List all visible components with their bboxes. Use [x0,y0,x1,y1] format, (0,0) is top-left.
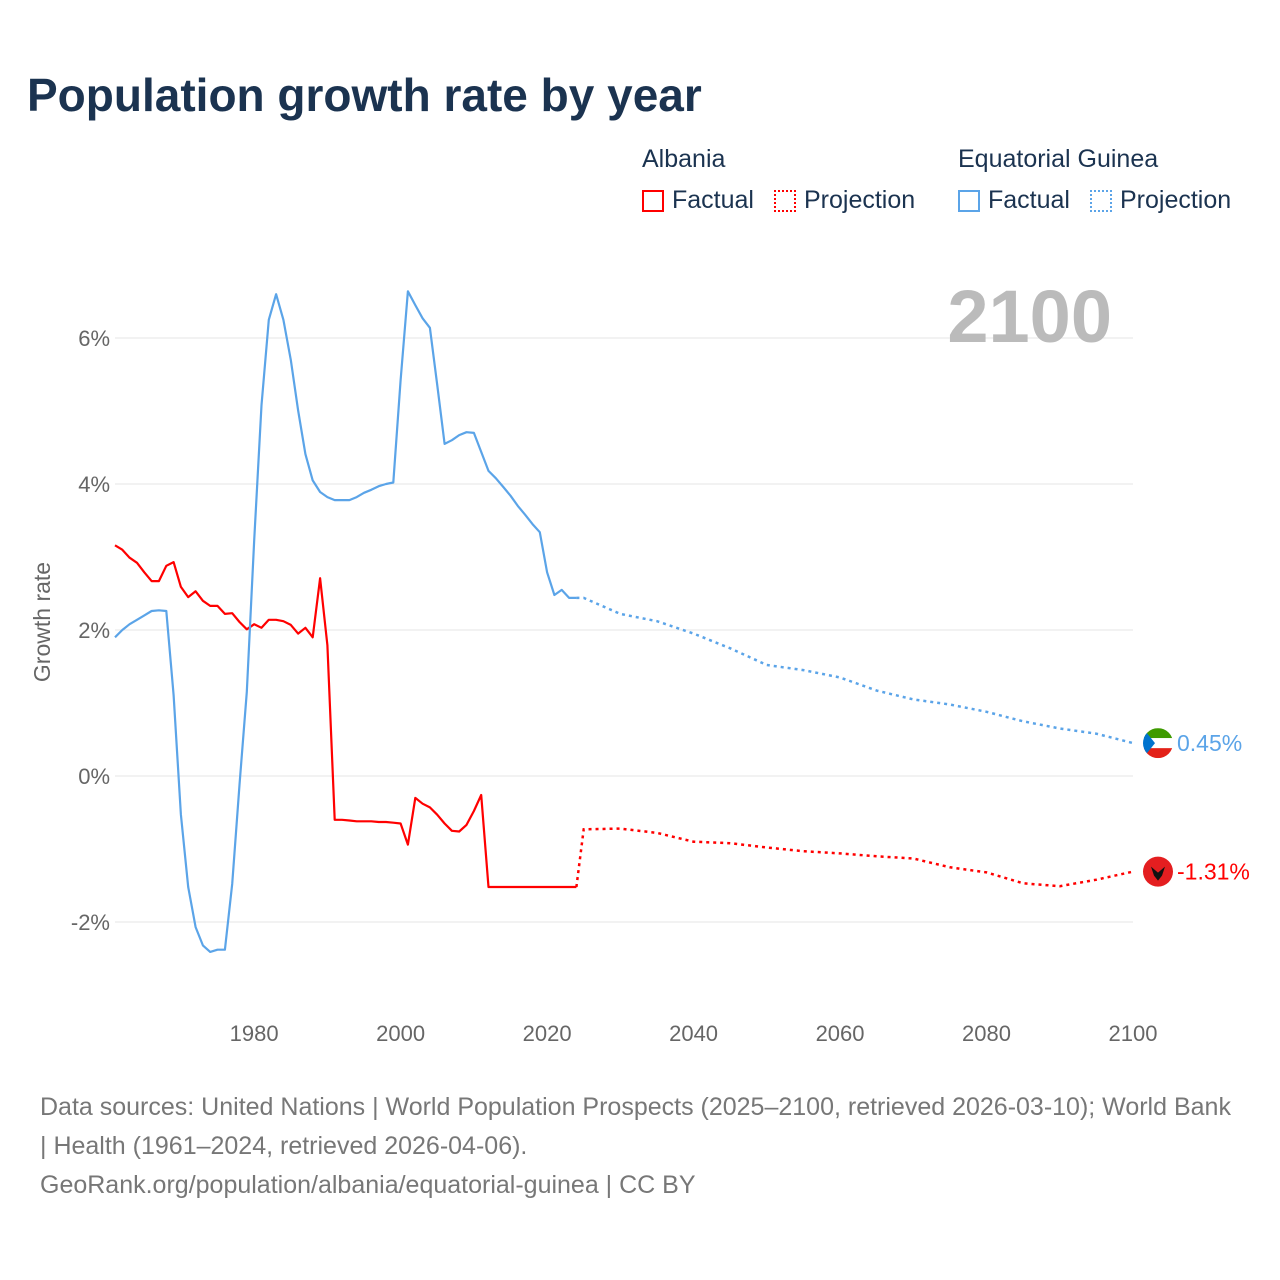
x-tick-label: 2060 [816,1021,865,1046]
legend-swatch-solid [958,189,980,212]
x-tick-label: 2020 [523,1021,572,1046]
y-tick-label: -2% [71,910,110,935]
y-tick-label: 4% [78,472,110,497]
y-tick-label: 6% [78,326,110,351]
year-watermark: 2100 [947,275,1112,358]
x-tick-label: 2080 [962,1021,1011,1046]
equatorial_guinea-projection-line [576,596,1134,745]
equatorial_guinea-factual-line [114,290,577,953]
legend-label: Projection [803,186,916,214]
equatorial_guinea-end-label: 0.45% [1177,730,1242,756]
legend-item-eg-factual[interactable]: Factual [958,186,1070,215]
legend-label: Factual [988,186,1070,214]
legend-group-equatorial-guinea: Equatorial Guinea Factual Projection [958,145,1245,215]
legend-item-albania-factual[interactable]: Factual [642,186,754,215]
legend-swatch-dotted [773,189,796,212]
y-axis-label: Growth rate [29,562,55,682]
albania-end-label: -1.31% [1177,859,1250,885]
legend-item-eg-projection[interactable]: Projection [1089,186,1232,215]
chart-plot: -2%0%2%4%6%1980 2000 2020 2040 2060 2080 2100 … [29,275,1250,1046]
legend-swatch-solid [642,189,664,212]
x-tick-label: 1980 [230,1021,279,1046]
legend-group-albania: Albania Factual Projection [642,145,929,215]
equatorial_guinea-flag-icon [1143,728,1173,759]
legend-label: Factual [672,186,754,214]
x-tick-label: 2100 [1109,1021,1158,1046]
legend-title: Albania [642,145,726,173]
attribution[interactable]: GeoRank.org/population/albania/equatoria… [40,1171,696,1199]
footer: Data sources: United Nations | World Pop… [40,1088,1240,1205]
legend-item-albania-projection[interactable]: Projection [773,186,916,215]
albania-projection-line [575,827,1134,888]
y-tick-label: 2% [78,618,110,643]
x-tick-label: 2000 [376,1021,425,1046]
y-tick-label: 0% [78,764,110,789]
albania-flag-icon [1143,856,1173,887]
legend-title: Equatorial Guinea [958,145,1159,173]
albania-factual-line [114,544,577,889]
data-sources: Data sources: United Nations | World Pop… [40,1093,1231,1160]
legend-swatch-dotted [1089,189,1112,212]
chart-title: Population growth rate by year [27,69,702,121]
x-tick-label: 2040 [669,1021,718,1046]
legend-label: Projection [1119,186,1232,214]
